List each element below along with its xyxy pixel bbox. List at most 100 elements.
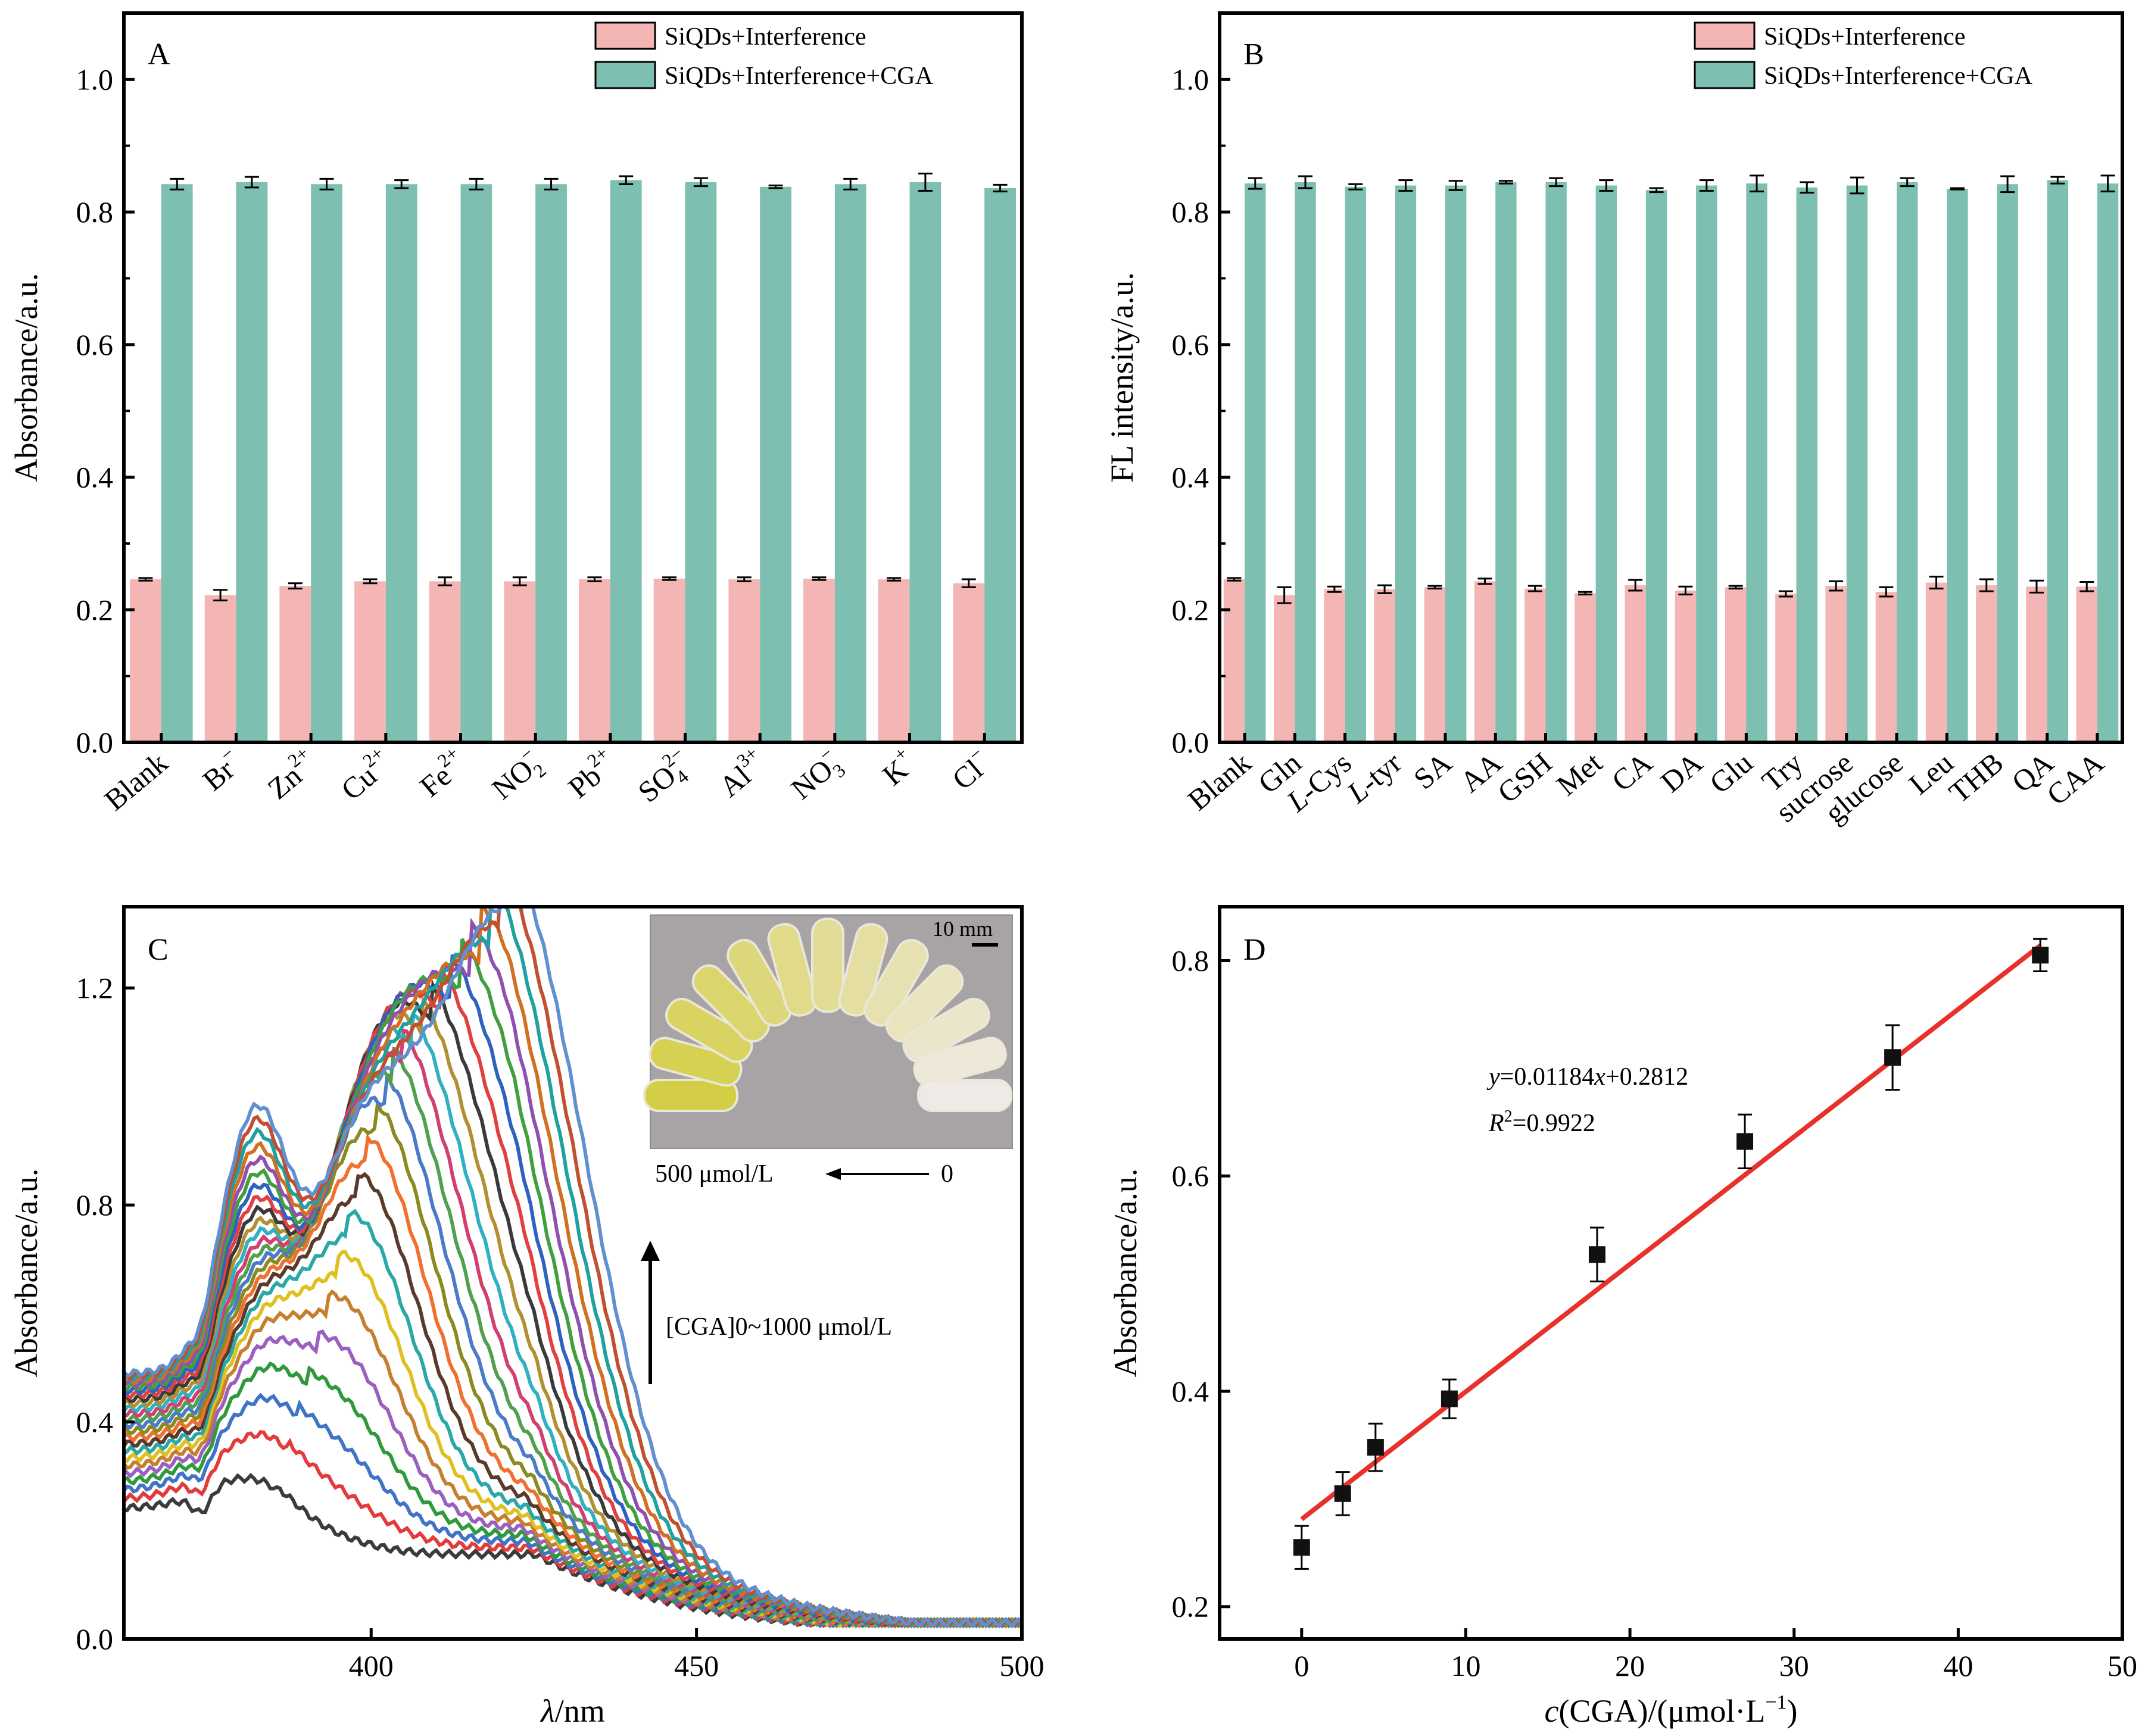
y-tick-label: 0.8 (76, 1188, 114, 1222)
x-tick-label-base: CA (1605, 746, 1658, 798)
y-tick-label: 0.0 (76, 726, 114, 759)
x-tick-label-base: DA (1654, 746, 1708, 799)
bar (1775, 594, 1797, 742)
fit-line (1300, 943, 2042, 1522)
tube (727, 939, 792, 1027)
panel-d-plot (1293, 938, 2049, 1570)
bar (1875, 592, 1897, 742)
bar (1595, 185, 1617, 743)
bar (984, 188, 1016, 742)
panel-a-legend-label-1: SiQDs+Interference (665, 23, 866, 51)
y-tick-label: 1.0 (1172, 63, 1209, 96)
bar (1374, 589, 1395, 742)
tube (665, 998, 753, 1063)
tube-row (643, 917, 1012, 1112)
x-tick-label: THB (1943, 746, 2010, 810)
x-tick-label-base: GSH (1491, 746, 1558, 810)
bar (1675, 590, 1697, 742)
x-tick-label-base: SA (1407, 746, 1458, 796)
bar (1825, 586, 1847, 742)
y-tick-label: 0.4 (76, 461, 114, 494)
x-tick-label: GSH (1491, 746, 1558, 810)
y-tick-label: 1.0 (76, 63, 114, 96)
x-tick-label: L-tyr (1340, 745, 1408, 810)
tube-photo-inset: 10 mm (643, 914, 1013, 1149)
data-point (1334, 1485, 1351, 1502)
bar (385, 184, 417, 742)
bar (728, 579, 760, 742)
bar (760, 186, 791, 743)
panel-c-ylabel: Absorbance/a.u. (8, 1169, 44, 1378)
data-point (2032, 947, 2049, 964)
panel-b-legend: SiQDs+Interference SiQDs+Interference+CG… (1694, 21, 2033, 90)
x-tick-label: CA (1605, 746, 1658, 798)
bar (1324, 589, 1345, 742)
tube (917, 1079, 1012, 1112)
panel-b-bars (1223, 174, 2119, 743)
panel-c-arrow (641, 1241, 660, 1384)
bar (1545, 182, 1567, 742)
bar (1575, 593, 1596, 742)
x-tick-label: Fe2+ (410, 742, 473, 803)
panel-d-letter: D (1243, 933, 1266, 967)
inset-arrow (825, 1168, 929, 1180)
tube (902, 998, 990, 1063)
panel-d-xlabel: c(CGA)/(μmol·L−1) (1544, 1691, 1797, 1729)
bar (1897, 182, 1918, 742)
panel-d: 0 10 20 30 40 50 0.2 0.4 0.6 0.8 D Absorbance/a.u… (1108, 905, 2137, 1729)
x-tick-label: CAA (2040, 746, 2110, 812)
x-tick-label: DA (1654, 746, 1708, 799)
tube (767, 923, 818, 1017)
x-tick-label: 450 (674, 1649, 719, 1682)
bar (953, 583, 985, 742)
tube (649, 1036, 743, 1087)
bar (1273, 595, 1295, 742)
panel-a: Blank Br−Zn2+Cu2+Fe2+ NO2−Pb2+SO42−Al3+ NO3… (8, 11, 1024, 817)
spectrum-line (124, 907, 1022, 1629)
x-tick-label: 0 (1294, 1649, 1309, 1682)
panel-d-frame (1218, 905, 2124, 1641)
panel-a-legend-swatch-2 (594, 61, 656, 89)
data-point (1293, 1539, 1310, 1556)
panel-c-frame (122, 905, 1024, 1641)
y-tick-label: 0.8 (76, 195, 114, 229)
bar (1725, 587, 1747, 742)
bar (1997, 184, 2018, 742)
bar (2097, 183, 2119, 742)
panel-a-legend: SiQDs+Interference SiQDs+Interference+CG… (594, 21, 934, 90)
fit-equation: y=0.01184x+0.2812 (1486, 1063, 1688, 1091)
x-tick-label: K+ (873, 742, 922, 792)
y-tick-label: 0.2 (76, 593, 114, 626)
panel-c-letter: C (148, 933, 169, 967)
panel-b-letter: B (1243, 38, 1264, 71)
panel-a-ylabel: Absorbance/a.u. (8, 273, 44, 482)
tube (838, 923, 888, 1017)
bar (1524, 588, 1546, 742)
spectrum-line (124, 1361, 1022, 1629)
bar (130, 579, 161, 742)
x-tick-label: 30 (1779, 1649, 1809, 1682)
bar (1223, 579, 1245, 742)
x-tick-label-base: Met (1550, 745, 1608, 802)
x-tick-label: SO42− (628, 742, 700, 812)
panel-b-ylabel: FL intensity/a.u. (1104, 272, 1140, 482)
data-point (1884, 1049, 1901, 1066)
bar (1976, 585, 1997, 742)
tube (913, 1036, 1007, 1087)
panel-a-letter: A (148, 38, 170, 71)
bar (236, 182, 268, 742)
bar (460, 184, 492, 742)
panel-b-legend-swatch-1 (1694, 21, 1756, 50)
x-tick-label: NO2− (482, 742, 551, 809)
bar (1796, 187, 1817, 742)
bar (2026, 586, 2047, 742)
bar (1424, 587, 1445, 742)
data-point (1588, 1246, 1605, 1263)
tube (643, 1079, 738, 1112)
bar (1474, 581, 1496, 742)
tube (886, 964, 964, 1043)
panel-c-xlabel: λ/nm (540, 1693, 604, 1729)
